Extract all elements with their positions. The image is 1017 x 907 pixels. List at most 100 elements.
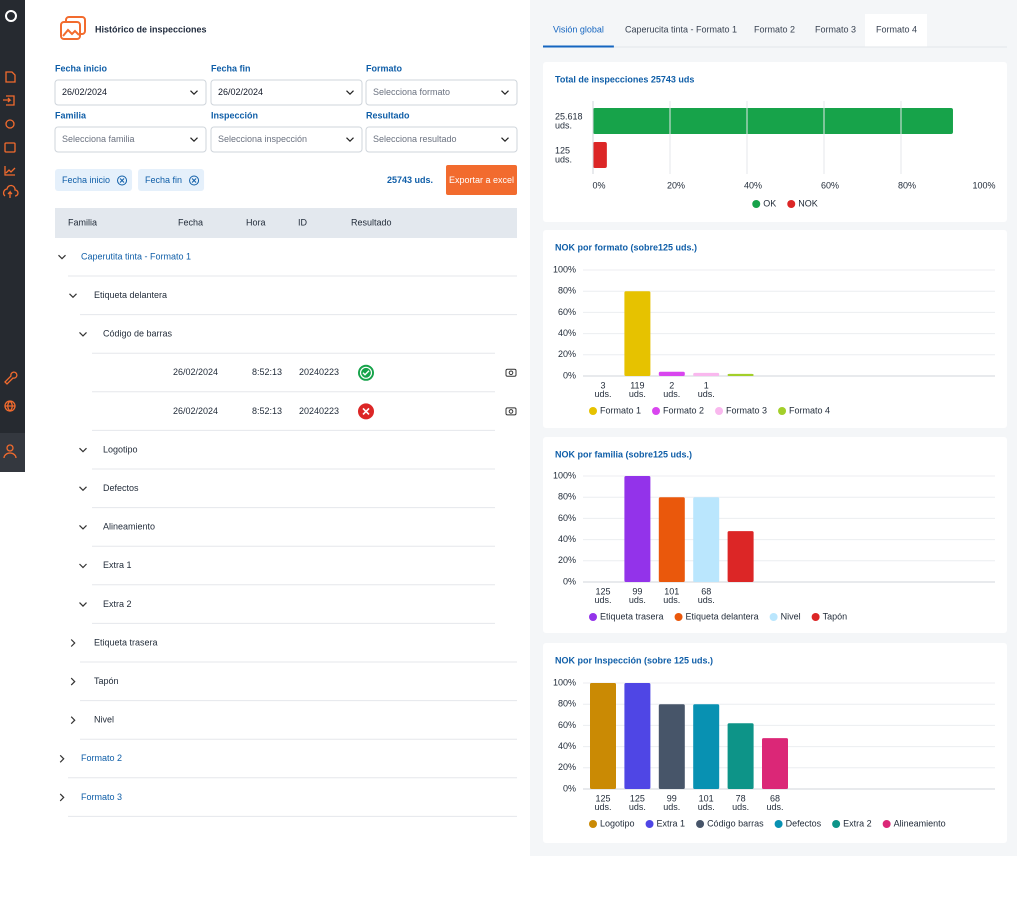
unit-label: uds. <box>663 595 680 605</box>
chip-remove[interactable] <box>189 175 200 186</box>
x-tick-label: 40% <box>744 180 762 190</box>
filter-chip[interactable] <box>138 169 205 191</box>
filter-chip[interactable] <box>55 169 133 191</box>
legend-label: Nivel <box>781 611 801 621</box>
tab[interactable]: Caperucita tinta - Formato 1 <box>625 24 737 34</box>
legend-swatch <box>589 407 597 415</box>
user-slot <box>0 433 25 472</box>
select[interactable] <box>365 79 518 106</box>
legend-swatch <box>696 820 705 828</box>
tab[interactable]: Formato 4 <box>876 24 917 34</box>
chip-remove[interactable] <box>117 175 128 186</box>
tree-label[interactable]: Extra 1 <box>103 560 132 570</box>
y-tick-label: 100% <box>553 470 576 480</box>
legend-swatch <box>589 820 597 828</box>
chevron[interactable] <box>79 602 87 607</box>
chevron[interactable] <box>501 137 509 143</box>
tree-label[interactable]: Etiqueta trasera <box>94 637 158 647</box>
chevron[interactable] <box>70 677 76 686</box>
icon-import[interactable] <box>3 95 15 106</box>
select-value: Selecciona resultado <box>373 134 457 144</box>
icon-user[interactable] <box>3 444 17 459</box>
icon-upload[interactable] <box>2 184 19 198</box>
column-header: Resultado <box>351 217 392 227</box>
unit-label: uds. <box>555 154 572 164</box>
select[interactable] <box>210 126 363 153</box>
tree-label[interactable]: Código de barras <box>103 329 173 339</box>
bar <box>762 738 788 789</box>
chevron[interactable] <box>190 137 198 143</box>
bar <box>658 371 685 376</box>
unit-label: uds. <box>732 802 749 812</box>
legend-swatch <box>811 613 820 621</box>
unit-label: uds. <box>555 120 572 130</box>
icon-doc[interactable] <box>5 71 16 83</box>
logo[interactable] <box>5 10 17 22</box>
select[interactable] <box>210 79 363 106</box>
legend-label: Formato 3 <box>726 405 767 415</box>
chevron[interactable] <box>346 137 354 143</box>
camera-icon[interactable] <box>505 407 517 416</box>
icon-settings[interactable] <box>5 119 15 129</box>
result-ok-ring <box>359 366 373 379</box>
legend-swatch <box>774 820 783 828</box>
bar <box>593 142 607 168</box>
chevron[interactable] <box>59 793 65 802</box>
legend-label: Formato 2 <box>663 405 704 415</box>
filter-label: Fecha inicio <box>55 63 108 73</box>
chevron[interactable] <box>79 563 87 569</box>
icon-images[interactable] <box>4 142 16 153</box>
select[interactable] <box>54 126 207 153</box>
y-tick-label: 20% <box>558 555 576 565</box>
unit-label: uds. <box>698 389 715 399</box>
tree-label[interactable]: Formato 2 <box>81 753 122 763</box>
bar-label: 68 <box>701 586 711 596</box>
camera-lens <box>508 409 514 414</box>
tab[interactable]: Visión global <box>553 24 604 34</box>
chevron[interactable] <box>59 754 65 763</box>
bar-label: 101 <box>664 586 679 596</box>
tree-label[interactable]: Defectos <box>103 483 139 493</box>
icon-chart[interactable] <box>4 166 16 176</box>
export-button[interactable] <box>446 165 517 195</box>
chevron[interactable] <box>190 90 198 96</box>
chevron[interactable] <box>69 293 77 299</box>
unit-label: uds. <box>663 802 680 812</box>
chevron[interactable] <box>79 486 87 492</box>
tree-label[interactable]: Tapón <box>94 676 119 686</box>
select[interactable] <box>54 79 207 106</box>
chevron[interactable] <box>70 639 76 647</box>
bar-label: 125 <box>630 793 645 803</box>
cell-time: 8:52:13 <box>252 406 282 416</box>
chevron[interactable] <box>79 524 87 530</box>
tree-label[interactable]: Etiqueta delantera <box>94 290 167 300</box>
camera-lens <box>508 370 514 376</box>
icon-globe-lines <box>5 400 15 412</box>
tree-label[interactable]: Extra 2 <box>103 599 132 609</box>
chip-remove-x <box>191 178 197 183</box>
chevron[interactable] <box>501 90 509 96</box>
bar <box>624 476 651 582</box>
chevron[interactable] <box>70 716 76 725</box>
legend-label: Formato 1 <box>600 405 641 415</box>
tab[interactable]: Formato 3 <box>815 24 856 34</box>
tree-label[interactable]: Caperutita tinta - Formato 1 <box>81 251 191 261</box>
chevron[interactable] <box>346 90 354 96</box>
chevron[interactable] <box>79 447 87 453</box>
tree-label[interactable]: Logotipo <box>103 444 138 454</box>
tab[interactable]: Formato 2 <box>754 24 795 34</box>
chevron[interactable] <box>79 331 87 337</box>
legend-swatch <box>832 820 841 828</box>
select[interactable] <box>365 126 518 153</box>
bar-label: 78 <box>736 793 746 803</box>
icon-tools[interactable] <box>4 371 18 385</box>
result-nok-x <box>362 407 370 415</box>
tree-label[interactable]: Nivel <box>94 715 114 725</box>
bar-label: 125 <box>595 793 610 803</box>
tree-label[interactable]: Formato 3 <box>81 792 122 802</box>
tree-label[interactable]: Alineamiento <box>103 522 155 532</box>
camera-icon[interactable] <box>505 368 517 377</box>
chevron[interactable] <box>58 254 66 260</box>
